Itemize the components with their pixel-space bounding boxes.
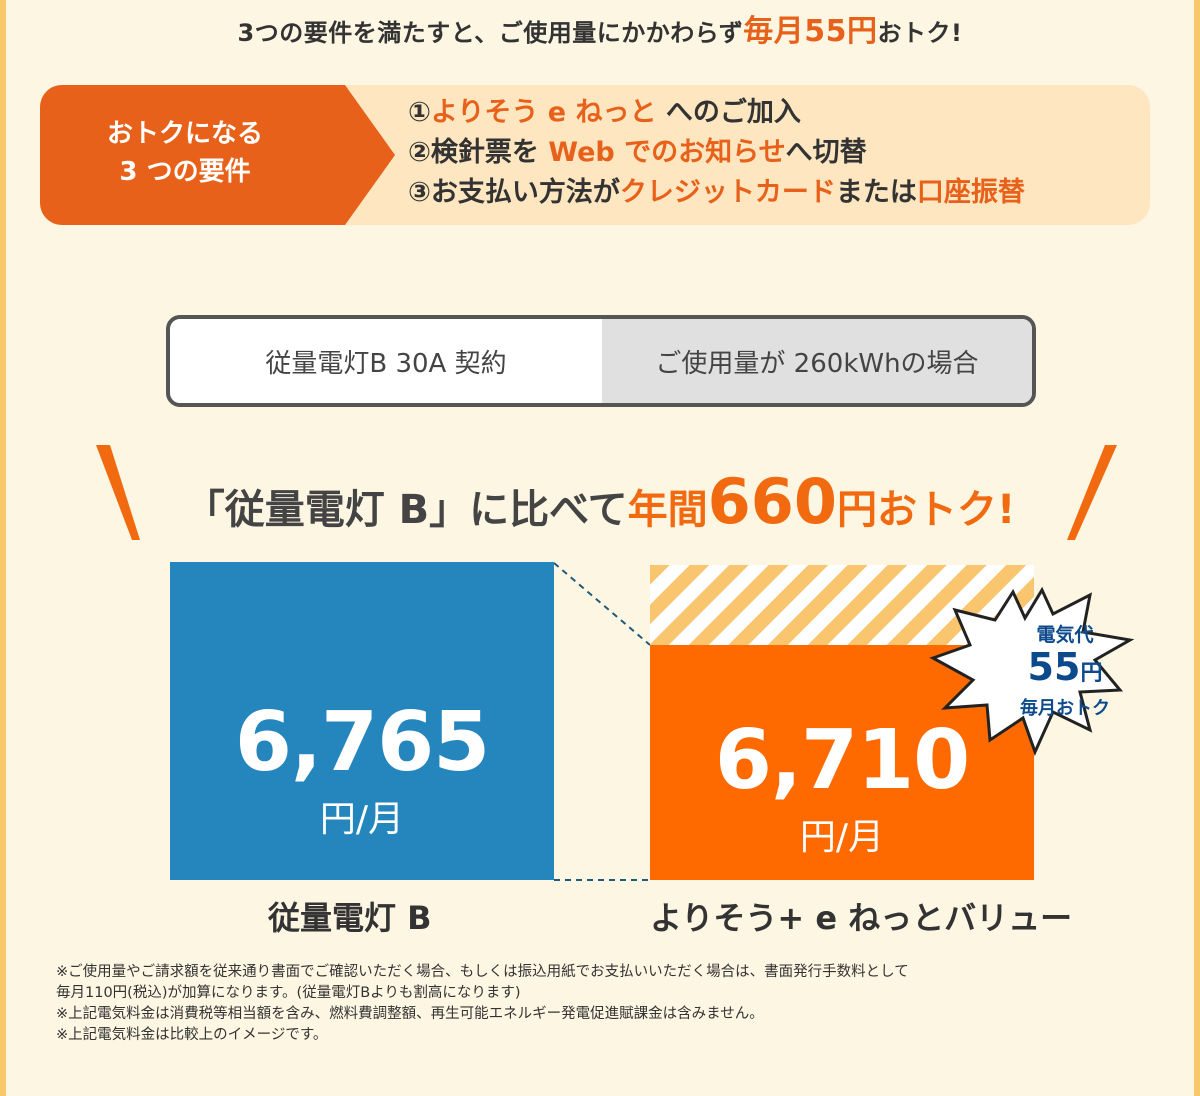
requirements-label-line1: おトクになる	[106, 119, 263, 149]
bar-current-plan: 6,765 円/月	[170, 562, 554, 880]
burst-line3: 毎月おトク	[1020, 698, 1110, 719]
bar-current-unit: 円/月	[319, 799, 405, 840]
bar-current-label: 従量電灯 B	[268, 899, 432, 937]
starburst-label: 電気代 55円 毎月おトク	[1000, 620, 1130, 720]
requirements-list: ①よりそう e ねっと へのご加入 ②検針票を Web でのお知らせへ切替 ③お…	[408, 93, 1025, 213]
requirement-item-1: ①よりそう e ねっと へのご加入	[408, 97, 801, 128]
burst-amount: 55円	[1027, 645, 1103, 689]
footnote-2: 毎月110円(税込)が加算になります。(従量電灯Bよりも割高になります)	[56, 985, 521, 1001]
headline-suffix: おトク!	[877, 19, 963, 47]
footnote-3: ※上記電気料金は消費税等相当額を含み、燃料費調整額、再生可能エネルギー発電促進賦…	[56, 1006, 764, 1022]
headline-prefix: 3つの要件を満たすと、ご使用量にかかわらず	[237, 19, 744, 47]
comparison-headline: 「従量電灯 B」に比べて年間660円おトク!	[0, 465, 1200, 538]
requirement-item-3: ③お支払い方法がクレジットカードまたは口座振替	[408, 177, 1025, 208]
burst-line1: 電気代	[1036, 624, 1094, 646]
comparison-prefix: 「従量電灯 B」に比べて	[184, 487, 628, 533]
comparison-amount: 660	[707, 465, 837, 538]
footnote-1: ※ご使用量やご請求額を従来通り書面でご確認いただく場合、もしくは振込用紙でお支払…	[56, 964, 909, 980]
bar-new-label: よりそう+ e ねっとバリュー	[650, 899, 1073, 937]
condition-box: 従量電灯B 30A 契約 ご使用量が 260kWhの場合	[166, 315, 1036, 407]
right-accent-icon	[1067, 445, 1117, 540]
bar-current-value: 6,765	[234, 695, 490, 790]
condition-usage: ご使用量が 260kWhの場合	[602, 319, 1032, 403]
requirement-item-2: ②検針票を Web でのお知らせへ切替	[408, 137, 867, 168]
left-accent-icon	[96, 445, 140, 540]
requirements-box: おトクになる 3 つの要件 ①よりそう e ねっと へのご加入 ②検針票を We…	[40, 85, 1150, 225]
bar-new-value: 6,710	[714, 713, 970, 808]
condition-contract: 従量電灯B 30A 契約	[265, 348, 507, 379]
bar-new-unit: 円/月	[799, 817, 885, 858]
arrow-label-shape	[40, 85, 395, 225]
requirements-label: おトクになる 3 つの要件	[40, 85, 400, 225]
comparison-year: 年間	[627, 487, 708, 533]
requirements-label-line2: 3 つの要件	[119, 157, 251, 187]
footnote-4: ※上記電気料金は比較上のイメージです。	[56, 1027, 328, 1043]
footnotes: ※ご使用量やご請求額を従来通り書面でご確認いただく場合、もしくは振込用紙でお支払…	[56, 962, 1136, 1046]
headline: 3つの要件を満たすと、ご使用量にかかわらず毎月55円おトク!	[0, 6, 1200, 50]
headline-highlight: 毎月55円	[743, 14, 878, 49]
starburst-icon	[929, 586, 1135, 757]
comparison-suffix: 円おトク!	[837, 487, 1016, 533]
